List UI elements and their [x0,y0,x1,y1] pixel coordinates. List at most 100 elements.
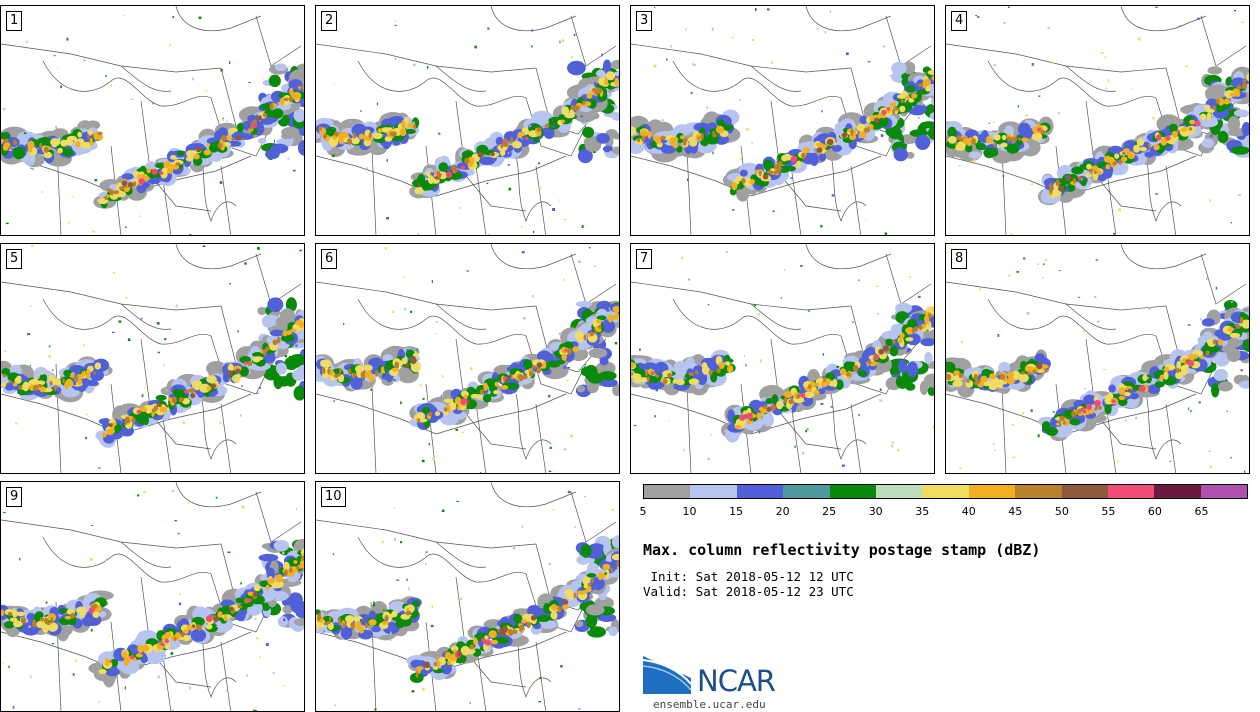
echo-cell [464,157,470,164]
echo-cell [1,132,11,141]
echo-cell [946,373,950,380]
echo-speckle [222,117,224,120]
colorbar-tick-label: 20 [775,505,790,518]
echo-cell [1177,130,1181,134]
echo-speckle [417,233,420,235]
echo-cell [77,131,83,138]
echo-speckle [225,690,228,692]
echo-cell [1238,380,1249,389]
echo-speckle [1011,424,1015,426]
echo-speckle [15,422,18,425]
echo-speckle [98,467,101,469]
echo-cell [199,383,211,393]
echo-cell [578,590,585,595]
echo-speckle [570,55,573,59]
echo-cell [636,137,641,143]
echo-speckle [299,249,302,252]
map-boundary-line [140,338,212,450]
echo-cell [917,83,924,87]
echo-cell [569,109,575,118]
echo-cell [375,370,379,377]
echo-cell [190,628,207,642]
echo-cell [616,560,619,568]
echo-cell [1127,388,1132,393]
echo-speckle [858,413,860,417]
echo-speckle [2,662,4,665]
echo-cell [924,352,933,365]
echo-cell [611,535,619,550]
echo-cell [289,567,293,574]
echo-speckle [19,558,21,561]
echo-speckle [789,409,792,412]
echo-speckle [256,637,259,640]
echo-speckle [282,685,285,687]
ensemble-member-panel: 3 [630,5,935,236]
echo-speckle [979,287,981,290]
echo-cell [765,397,773,405]
echo-cell [1007,372,1015,378]
echo-cell [1139,146,1147,152]
echo-speckle [558,332,562,335]
reflectivity-map [946,6,1249,235]
echo-speckle [189,686,191,690]
echo-cell [217,142,223,149]
echo-cell [993,142,998,148]
echo-cell [113,190,120,195]
echo-cell [746,412,753,420]
echo-speckle [1229,151,1233,153]
echo-speckle [71,195,74,198]
echo-speckle [798,394,800,396]
echo-cell [848,133,857,140]
echo-speckle [609,151,612,153]
echo-cell [252,591,258,597]
echo-cell [816,147,823,153]
echo-cell [583,334,587,341]
echo-speckle [394,20,396,23]
echo-cell [927,70,934,75]
echo-speckle [655,389,658,392]
echo-cell [567,60,586,76]
echo-cell [1062,421,1066,425]
echo-cell [1233,109,1249,118]
map-boundary-line [1165,165,1177,235]
echo-speckle [958,165,961,167]
echo-speckle [1095,259,1098,261]
echo-speckle [879,388,882,392]
echo-speckle [466,270,470,272]
echo-speckle [824,31,827,34]
echo-speckle [1208,450,1211,453]
echo-cell [321,359,332,368]
colorbar-segment [1061,485,1108,498]
map-boundary-line [435,631,567,673]
echo-cell [818,152,827,162]
echo-cell [162,406,168,413]
echo-speckle [731,36,734,39]
echo-speckle [1030,409,1033,413]
ncar-logo-text: NCAR [697,664,776,698]
echo-speckle [241,385,243,387]
map-boundary-line [1165,403,1177,473]
echo-cell [749,178,755,185]
echo-cell [539,620,558,629]
echo-cell [163,641,171,650]
echo-cell [391,610,398,618]
echo-cell [889,345,899,357]
echo-cell [923,373,934,388]
echo-cell [770,405,774,409]
map-boundary-line [1,43,222,73]
echo-cell [27,140,35,150]
echo-speckle [592,151,596,153]
echo-cell [1160,137,1168,146]
echo-speckle [406,349,410,351]
echo-cell [4,138,9,143]
echo-cell [284,356,299,371]
echo-speckle [694,63,696,67]
echo-cell [597,324,602,329]
echo-cell [845,372,851,377]
echo-speckle [745,363,747,367]
echo-cell [498,628,506,636]
map-boundary-line [455,576,527,688]
echo-cell [947,136,957,144]
echo-speckle [1190,410,1192,412]
map-boundary-line [455,338,527,450]
